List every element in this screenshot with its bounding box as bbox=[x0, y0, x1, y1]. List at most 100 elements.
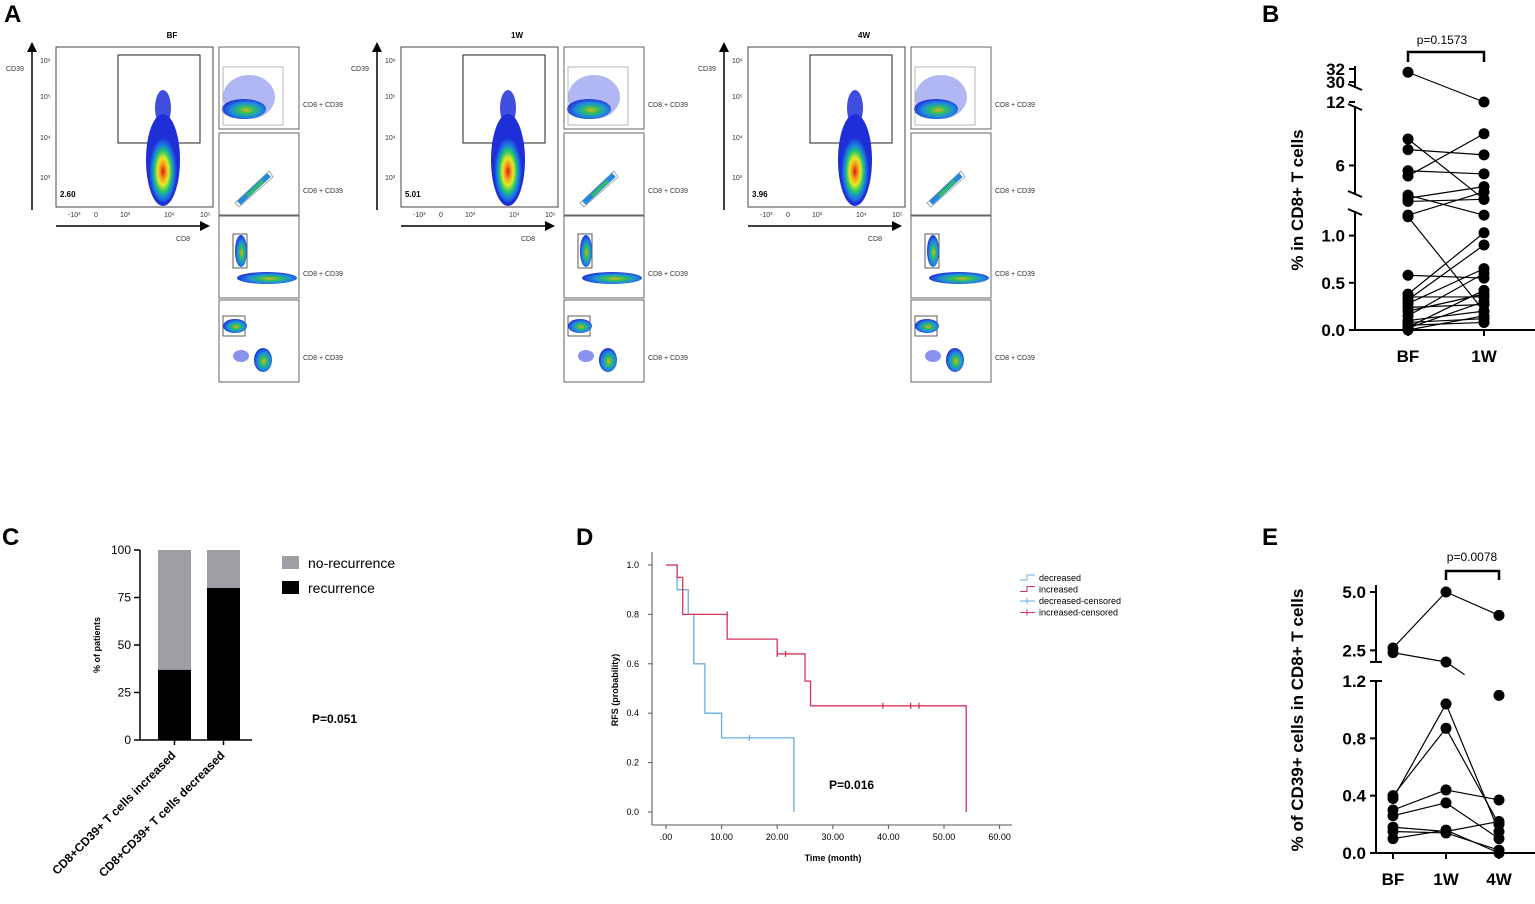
pair-line bbox=[1445, 789, 1500, 801]
subplot-caption: CD8 + CD39 bbox=[303, 271, 343, 278]
plot-title: BF bbox=[167, 31, 178, 40]
data-point-bf bbox=[1402, 269, 1414, 281]
data-point-bf bbox=[1402, 324, 1414, 336]
pair-line bbox=[1407, 310, 1485, 322]
subplot-gate bbox=[579, 170, 619, 208]
subplot-gate bbox=[222, 66, 284, 126]
pair-line bbox=[1392, 703, 1447, 799]
bar-recurrence bbox=[207, 588, 240, 740]
plot-title: 4W bbox=[858, 31, 870, 40]
x-tick-label: BF bbox=[1382, 870, 1405, 889]
x-tick-label: 40.00 bbox=[877, 832, 900, 842]
y-tick-label: 0.8 bbox=[1342, 729, 1366, 748]
data-point-bf bbox=[1402, 144, 1414, 156]
data-point-4w bbox=[1493, 689, 1505, 701]
pair-line bbox=[1407, 232, 1485, 295]
y-tick-label: 1.0 bbox=[1321, 227, 1345, 246]
pair-line bbox=[1392, 591, 1447, 649]
pair-line bbox=[1445, 820, 1500, 833]
flow-plot-bf: BF CD39 CD8 10⁶ 10⁵ 10⁴ 10³ -10³ 0 10³ 10⁴ 10⁵ 2.60 C… bbox=[6, 31, 343, 383]
pair-line bbox=[1392, 727, 1447, 797]
pair-line bbox=[1407, 71, 1485, 103]
data-point-1w bbox=[1440, 824, 1452, 836]
x-tick-label: 1W bbox=[1471, 347, 1497, 366]
cd3-population bbox=[927, 235, 939, 267]
subplot-caption: CD8 + CD39 bbox=[648, 102, 688, 109]
data-point-1w bbox=[1478, 227, 1490, 239]
panel-label-a: A bbox=[4, 1, 21, 28]
singlets-core bbox=[245, 179, 265, 198]
panel-e-pvalue: p=0.0078 bbox=[1447, 550, 1498, 564]
x-tick-label: 10.00 bbox=[710, 832, 733, 842]
legend-label: increased-censored bbox=[1039, 608, 1118, 618]
data-point-bf bbox=[1387, 833, 1399, 845]
subplot-caption: CD8 + CD39 bbox=[303, 355, 343, 362]
subplot-caption: CD8 + CD39 bbox=[303, 188, 343, 195]
pair-line bbox=[1407, 303, 1485, 308]
y-tick-label: 10³ bbox=[385, 175, 396, 182]
legend-label: decreased-censored bbox=[1039, 596, 1121, 606]
data-point-1w bbox=[1440, 797, 1452, 809]
pair-line bbox=[1407, 133, 1485, 177]
main-plot-frame bbox=[55, 46, 214, 208]
panel-b-pvalue: p=0.1573 bbox=[1417, 33, 1468, 47]
x-tick-label: -10³ bbox=[413, 212, 426, 219]
data-point-bf bbox=[1402, 133, 1414, 145]
x-tick-label: 0 bbox=[94, 212, 98, 219]
subplot-core bbox=[222, 99, 266, 119]
subplot-gate bbox=[914, 66, 976, 126]
subplot-gate bbox=[234, 170, 274, 208]
y-tick-label: 10⁵ bbox=[385, 94, 396, 101]
data-point-1w bbox=[1478, 96, 1490, 108]
pair-line bbox=[1392, 802, 1447, 817]
panel-label-e: E bbox=[1262, 524, 1278, 551]
data-point-4w bbox=[1493, 815, 1505, 827]
y-tick-label: 10⁶ bbox=[385, 58, 396, 65]
cd4-population bbox=[946, 348, 964, 372]
km-curve-increased bbox=[666, 564, 967, 812]
data-point-4w bbox=[1493, 794, 1505, 806]
subplot-caption: CD8 + CD39 bbox=[995, 355, 1035, 362]
axis-break-mark bbox=[1347, 208, 1363, 216]
panel-e-ylabel: % of CD39+ cells in CD8+ T cells bbox=[1288, 589, 1307, 852]
panel-c-stacked-bar: % of patients P=0.051 0255075100CD8+CD39… bbox=[49, 543, 395, 880]
legend-entry: increased bbox=[1020, 585, 1078, 595]
cd8-population bbox=[568, 319, 592, 333]
cd3-population bbox=[580, 235, 592, 267]
significance-bracket bbox=[1444, 569, 1501, 580]
legend-entry: increased-censored bbox=[1020, 608, 1118, 618]
legend-swatch-recurrence bbox=[282, 581, 299, 594]
data-point-1w bbox=[1478, 209, 1490, 221]
subplot-core bbox=[914, 99, 958, 119]
pair-line bbox=[1407, 274, 1485, 279]
panel-b-paired-scatter: p=0.1573 % in CD8+ T cells 0.00.51.06123… bbox=[1288, 33, 1535, 366]
x-tick-label: BF bbox=[1397, 347, 1420, 366]
gating-subplot-frame bbox=[218, 132, 300, 216]
x-tick-label: 0 bbox=[786, 212, 790, 219]
data-point-bf bbox=[1402, 211, 1414, 223]
dn-population bbox=[578, 350, 594, 362]
data-point-bf bbox=[1387, 810, 1399, 822]
panel-c-ylabel: % of patients bbox=[92, 617, 102, 673]
main-plot-frame bbox=[400, 46, 559, 208]
x-tick-label: 10³ bbox=[812, 212, 823, 219]
y-tick-label: 0.0 bbox=[1342, 844, 1366, 863]
gate-value: 5.01 bbox=[405, 190, 421, 199]
x-tick-label: 60.00 bbox=[988, 832, 1011, 842]
y-tick-label: 50 bbox=[118, 638, 132, 652]
subplot-gate bbox=[926, 170, 966, 208]
data-point-1w bbox=[1478, 267, 1490, 279]
x-tick-label: 10⁴ bbox=[509, 212, 520, 219]
y-axis-label: CD39 bbox=[351, 66, 369, 73]
subplot-caption: CD8 + CD39 bbox=[303, 102, 343, 109]
y-tick-label: 10⁴ bbox=[40, 135, 51, 142]
data-point-1w bbox=[1440, 698, 1452, 710]
pair-line bbox=[1445, 591, 1500, 616]
x-tick-label: 1W bbox=[1433, 870, 1459, 889]
y-arrowhead bbox=[27, 42, 37, 52]
non-t-population bbox=[929, 272, 989, 284]
legend-entry: decreased bbox=[1020, 573, 1081, 583]
gating-subplot-frame bbox=[563, 215, 645, 299]
y-tick-label: 0.2 bbox=[626, 758, 639, 768]
